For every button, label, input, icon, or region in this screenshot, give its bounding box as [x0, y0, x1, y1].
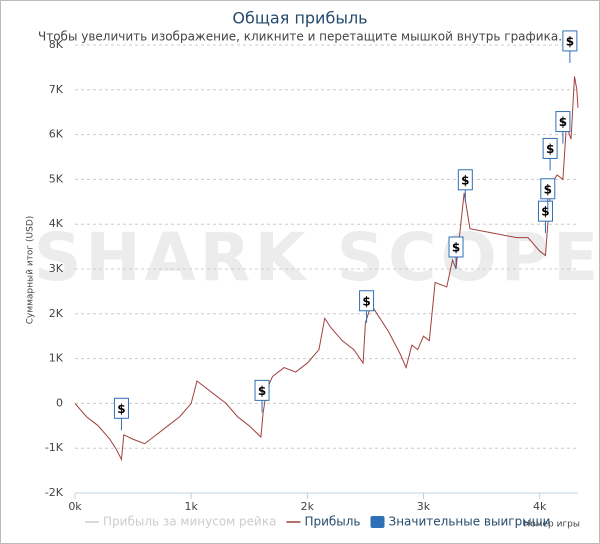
chart-subtitle: Чтобы увеличить изображение, кликните и …	[38, 30, 562, 44]
flag-box	[555, 111, 571, 133]
legend-symbol	[370, 516, 385, 528]
y-tick-label: 2K	[49, 307, 64, 320]
flag-box	[562, 30, 578, 52]
y-tick-label: 7K	[49, 83, 64, 96]
flag: $	[555, 111, 571, 144]
watermark: SHARK SCOPE	[34, 219, 600, 296]
flag-box	[448, 236, 464, 258]
x-tick-label: 3k	[417, 500, 431, 513]
flag: $	[540, 178, 556, 211]
flag: $	[562, 30, 578, 63]
y-tick-label: 3K	[49, 262, 64, 275]
flag-box	[542, 137, 558, 159]
flag-label: $	[566, 34, 574, 48]
y-axis-title: Суммарный итог (USD)	[26, 216, 36, 325]
flag: $	[254, 379, 270, 413]
legend-label: Прибыль за минусом рейка	[103, 515, 276, 529]
flag-label: $	[546, 142, 554, 156]
y-tick-label: 4K	[49, 217, 64, 230]
flag: $	[113, 397, 129, 431]
flag-box	[113, 397, 129, 419]
flag-label: $	[559, 115, 567, 129]
flag-label: $	[541, 205, 549, 219]
flag-box	[254, 379, 270, 401]
y-tick-label: 0	[56, 396, 63, 409]
legend-label: Значительные выигрыши	[389, 515, 551, 529]
flag-box	[359, 290, 375, 312]
profit-line	[74, 76, 579, 462]
flag: $	[537, 200, 553, 234]
flag-label: $	[452, 241, 460, 255]
y-tick-label: -2K	[45, 486, 64, 499]
flag-label: $	[544, 182, 552, 196]
y-tick-label: 8K	[49, 38, 64, 51]
flag-box	[540, 178, 556, 200]
flag-label: $	[258, 384, 266, 398]
flag-label: $	[362, 294, 370, 308]
flag: $	[457, 169, 473, 202]
flag-box	[457, 169, 473, 191]
chart-title: Общая прибыль	[232, 9, 367, 28]
flag-label: $	[117, 402, 125, 416]
y-tick-label: 5K	[49, 172, 64, 185]
x-axis-title: Номер игры	[523, 520, 580, 530]
y-tick-label: 1K	[49, 352, 64, 365]
legend-label: Прибыль	[304, 515, 360, 529]
flag-label: $	[461, 173, 469, 187]
y-tick-label: -1K	[45, 441, 64, 454]
x-tick-label: 0k	[68, 500, 82, 513]
x-tick-label: 2k	[301, 500, 315, 513]
x-tick-label: 4k	[533, 500, 547, 513]
flag-box	[537, 200, 553, 222]
flag: $	[542, 137, 558, 171]
y-tick-label: 6K	[49, 128, 64, 141]
x-tick-label: 1k	[184, 500, 198, 513]
flag: $	[448, 236, 464, 269]
flag: $	[359, 290, 375, 323]
